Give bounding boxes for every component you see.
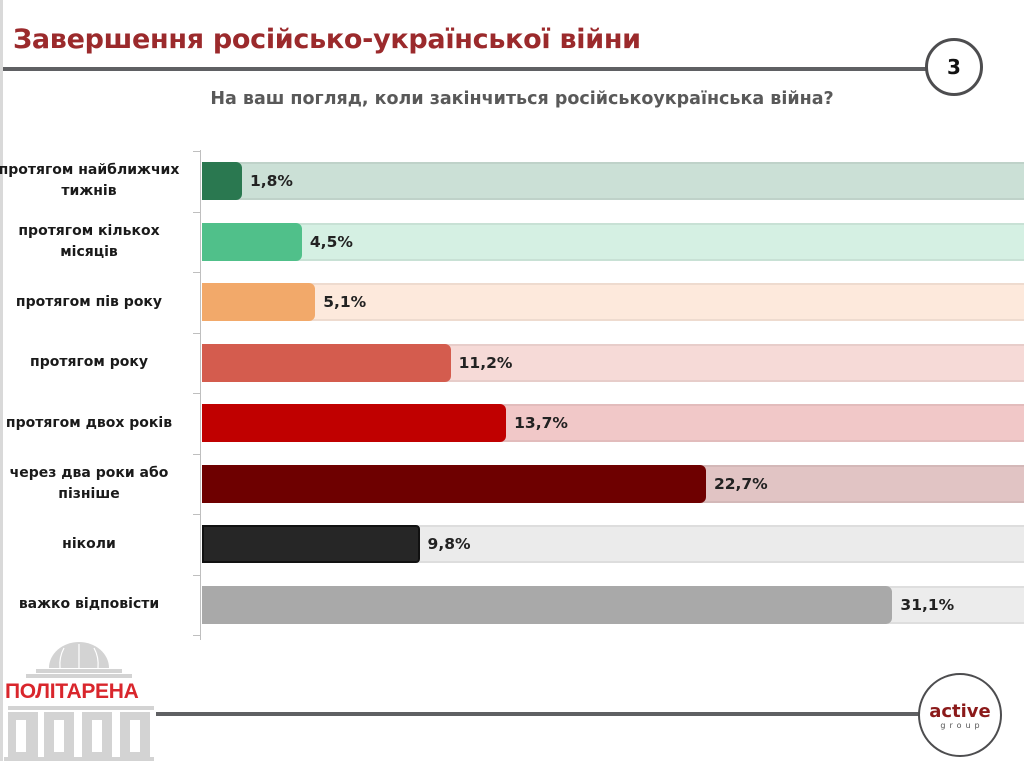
page-number: 3	[947, 55, 961, 79]
category-label: важко відповісти	[18, 596, 160, 612]
axis-tick	[193, 211, 201, 213]
bar-value-label: 1,8%	[249, 172, 293, 190]
category-label: протягом кількох місяців	[18, 222, 160, 260]
bar	[202, 222, 302, 261]
category-label: ніколи	[62, 535, 116, 552]
left-edge-line	[0, 0, 3, 761]
bar	[202, 585, 893, 624]
bar-track	[202, 283, 1024, 321]
category-axis-line	[200, 150, 201, 640]
bar	[202, 162, 242, 200]
axis-tick	[193, 151, 201, 152]
category-label: протягом року	[30, 354, 148, 370]
chart-title: На ваш погляд, коли закінчиться російськ…	[210, 89, 834, 109]
category-label: через два роки або пізніше	[9, 464, 169, 502]
bar	[202, 283, 316, 321]
bar	[202, 464, 706, 503]
politarena-logo-text: ПОЛІТАРЕНА	[5, 680, 139, 703]
bar-value-label: 31,1%	[900, 595, 955, 614]
bar	[202, 343, 451, 382]
category-label: протягом пів року	[15, 293, 163, 310]
bar-value-label: 4,5%	[309, 232, 353, 251]
axis-tick	[193, 514, 201, 515]
axis-tick	[193, 453, 201, 455]
bar-value-label: 22,7%	[713, 474, 768, 493]
bar-value-label: 9,8%	[427, 535, 471, 553]
page-title: Завершення російсько-української війни	[13, 24, 641, 55]
category-label: протягом найближчих тижнів	[0, 162, 180, 199]
bar-track	[202, 162, 1024, 200]
category-label: протягом двох років	[5, 414, 173, 431]
axis-tick	[193, 393, 201, 394]
active-group-logo: active group	[918, 673, 1002, 757]
axis-tick	[193, 272, 201, 273]
header-divider	[3, 67, 927, 71]
bar	[202, 525, 420, 563]
axis-tick	[193, 635, 201, 636]
active-group-logo-subword: group	[940, 721, 984, 730]
bar-value-label: 5,1%	[323, 293, 367, 311]
footer-divider	[156, 712, 926, 716]
axis-tick	[193, 332, 201, 334]
politarena-logo-icon	[4, 642, 154, 761]
bar-track	[202, 222, 1024, 261]
active-group-logo-word: active	[929, 701, 991, 722]
axis-tick	[193, 574, 201, 576]
bar-value-label: 11,2%	[458, 353, 513, 372]
bar-value-label: 13,7%	[514, 414, 568, 432]
page-number-badge: 3	[925, 38, 983, 96]
bar	[202, 404, 507, 442]
